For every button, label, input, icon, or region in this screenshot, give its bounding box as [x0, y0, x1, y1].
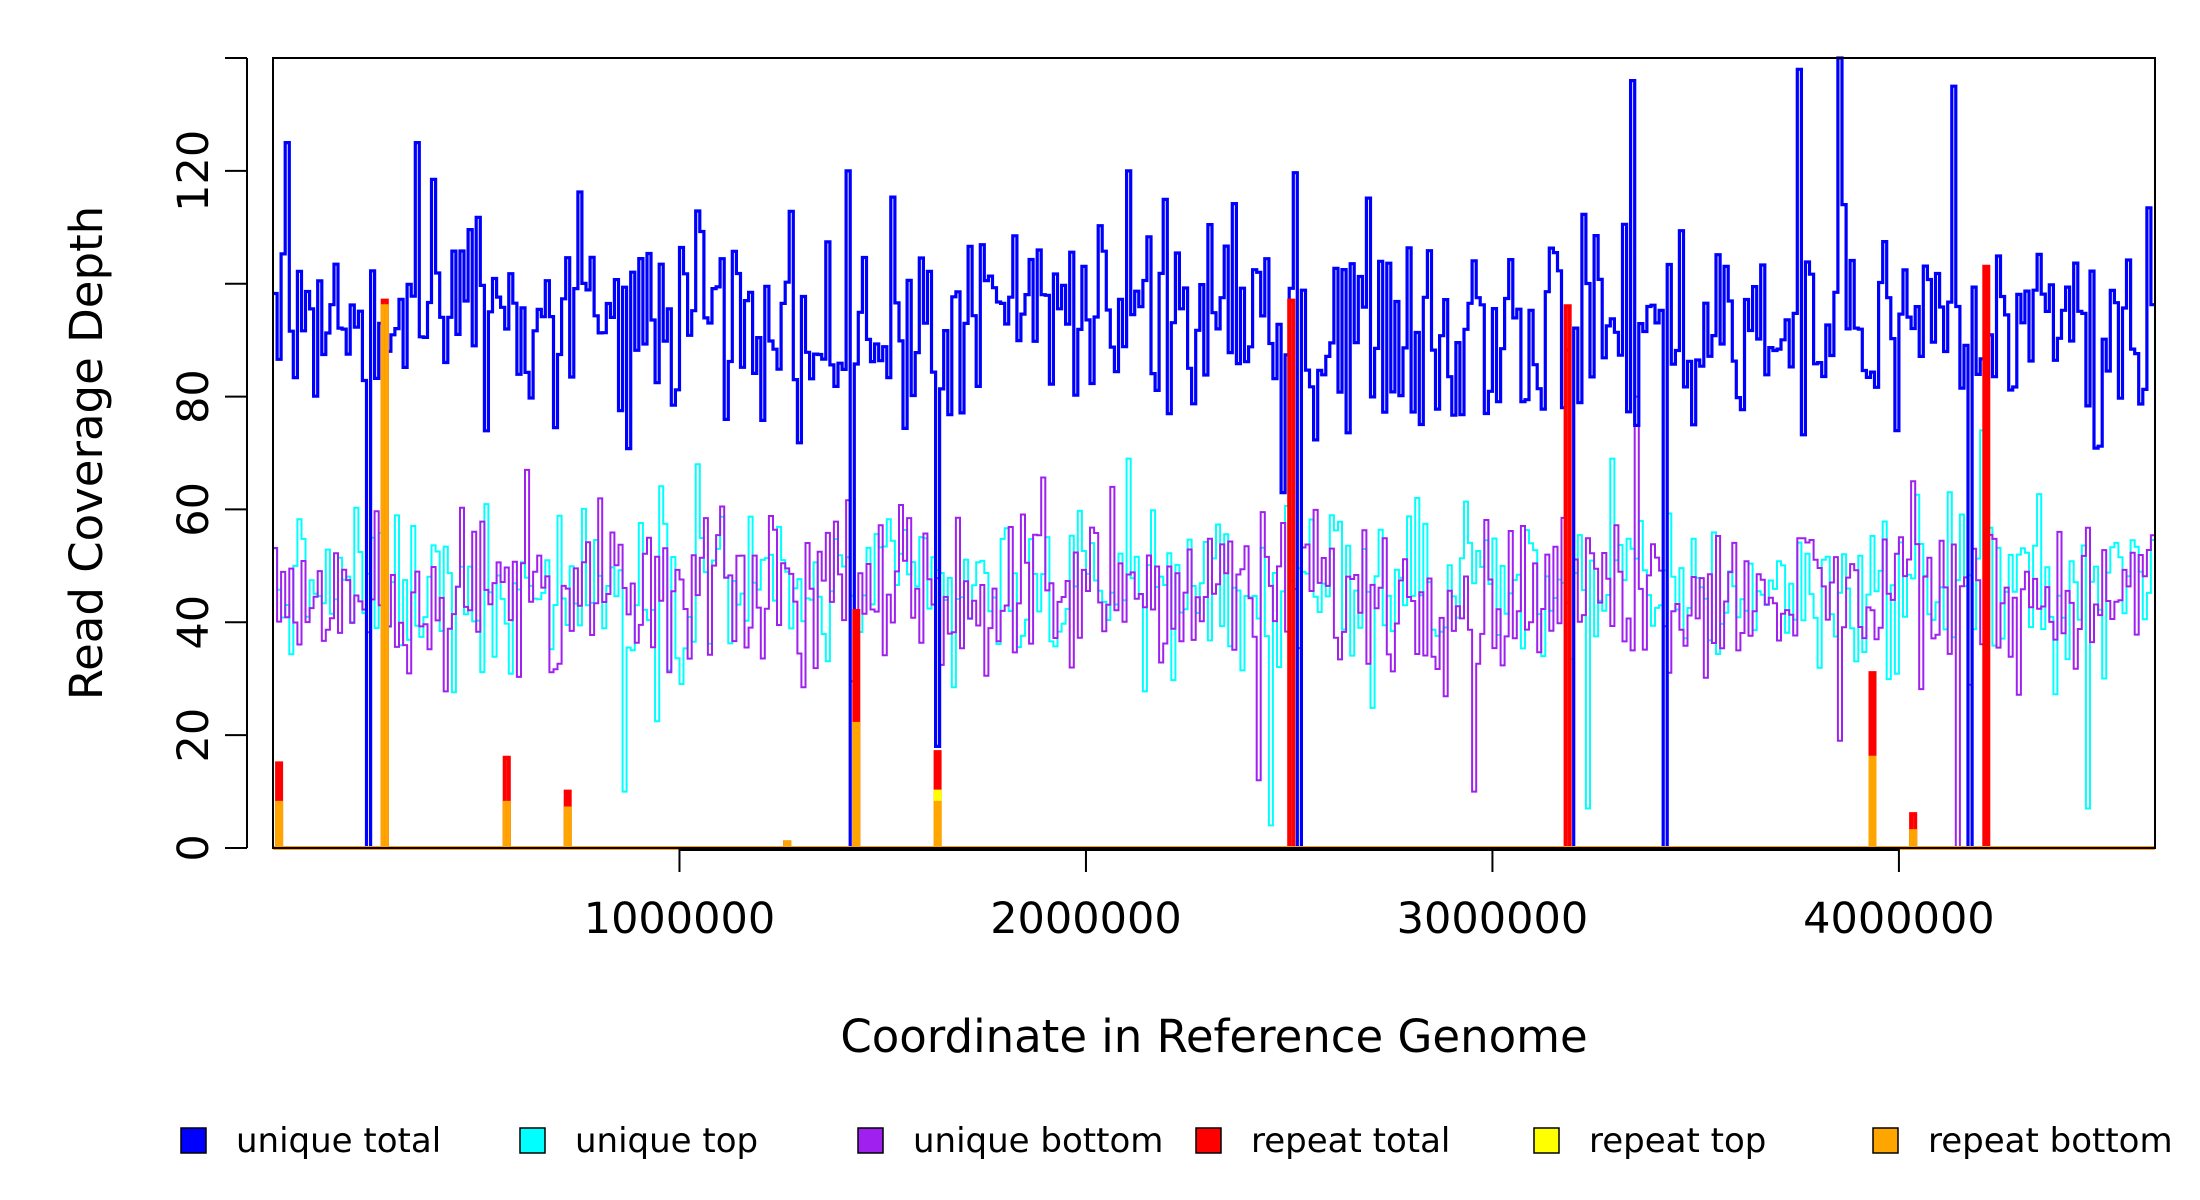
legend-label-unique-bottom: unique bottom [913, 1121, 1163, 1161]
series-line-unique-top [273, 429, 2155, 849]
y-tick-label-20: 20 [169, 708, 219, 763]
x-axis-title: Coordinate in Reference Genome [840, 1010, 1587, 1063]
legend: unique total unique top unique bottom re… [180, 1121, 2173, 1161]
x-tick-label-4000000: 4000000 [1803, 894, 1995, 944]
legend-swatch-repeat-bottom [1872, 1127, 1899, 1154]
legend-swatch-repeat-top [1533, 1127, 1560, 1154]
y-tick-label-80: 80 [169, 369, 219, 424]
legend-label-repeat-total: repeat total [1251, 1121, 1450, 1161]
legend-label-unique-top: unique top [575, 1121, 758, 1161]
y-tick-label-40: 40 [169, 595, 219, 650]
plot-frame [272, 57, 2156, 849]
series-line-unique-bottom [273, 395, 2155, 849]
legend-swatch-unique-total [180, 1127, 207, 1154]
legend-swatch-unique-top [519, 1127, 546, 1154]
y-tick-label-120: 120 [169, 130, 219, 212]
x-tick-label-3000000: 3000000 [1397, 894, 1589, 944]
legend-swatch-unique-bottom [857, 1127, 884, 1154]
legend-label-repeat-bottom: repeat bottom [1928, 1121, 2173, 1161]
legend-label-repeat-top: repeat top [1589, 1121, 1766, 1161]
legend-swatch-repeat-total [1195, 1127, 1222, 1154]
y-axis-title: Read Coverage Depth [60, 206, 113, 700]
y-tick-label-0: 0 [169, 834, 219, 861]
legend-label-unique-total: unique total [236, 1121, 441, 1161]
x-tick-label-2000000: 2000000 [990, 894, 1182, 944]
axis-layer: 0 20 40 60 80 120 1000000 2000000 3000000 4000000 [169, 57, 1995, 944]
y-tick-label-60: 60 [169, 482, 219, 537]
x-tick-label-1000000: 1000000 [584, 894, 776, 944]
